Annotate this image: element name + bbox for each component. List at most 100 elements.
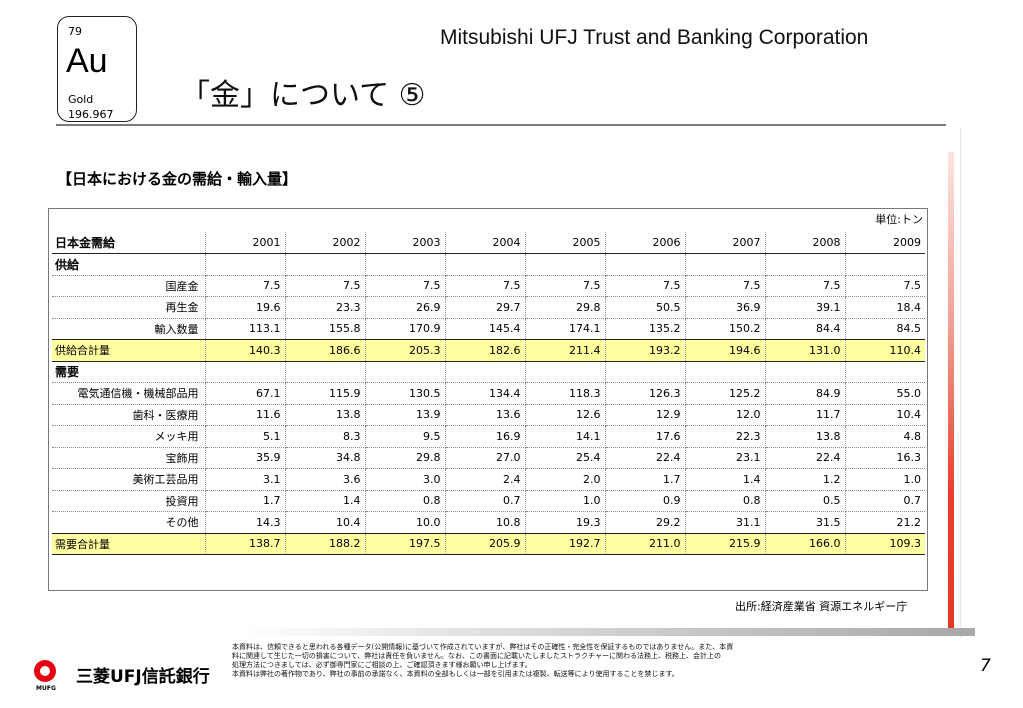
header-label: 日本金需給 (52, 232, 206, 254)
disclaimer-line: 本資料は弊社の著作物であり、弊社の事前の承諾なく、本資料の全部もしくは一部を引用… (232, 670, 679, 678)
value-cell: 7.5 (285, 275, 366, 297)
value-cell: 188.2 (285, 532, 366, 555)
value-cell: 1.0 (845, 468, 925, 491)
empty-cell (365, 361, 446, 383)
value-cell: 115.9 (285, 382, 366, 405)
bank-name: 三菱UFJ信託銀行 (76, 667, 210, 687)
value-cell: 215.9 (685, 532, 766, 555)
empty-cell (845, 253, 925, 276)
value-cell: 84.4 (765, 318, 846, 340)
value-cell: 131.0 (765, 339, 846, 362)
value-cell: 1.2 (765, 468, 846, 491)
row-label: 国産金 (52, 275, 206, 297)
value-cell: 31.5 (765, 511, 846, 534)
table-row: 投資用 1.7 1.4 0.8 0.7 1.0 0.9 0.8 0.5 0.7 (52, 490, 925, 512)
value-cell: 12.0 (685, 404, 766, 426)
value-cell: 3.6 (285, 468, 366, 491)
value-cell: 84.9 (765, 382, 846, 405)
value-cell: 155.8 (285, 318, 366, 340)
supply-total-row: 供給合計量 140.3 186.6 205.3 182.6 211.4 193.2 194.6… (52, 339, 925, 362)
value-cell: 3.1 (205, 468, 286, 491)
value-cell: 2.0 (525, 468, 606, 491)
table-row: 電気通信機・機械部品用 67.1 115.9 130.5 134.4 118.3 126.3… (52, 382, 925, 405)
value-cell: 0.9 (605, 490, 686, 512)
empty-cell (765, 361, 846, 383)
row-label: 歯科・医療用 (52, 404, 206, 426)
value-cell: 12.9 (605, 404, 686, 426)
table-row: 輸入数量 113.1 155.8 170.9 145.4 174.1 135.2 150.2 8… (52, 318, 925, 340)
empty-cell (285, 253, 366, 276)
year-header: 2005 (525, 232, 606, 254)
value-cell: 118.3 (525, 382, 606, 405)
value-cell: 145.4 (445, 318, 526, 340)
value-cell: 0.7 (445, 490, 526, 512)
empty-cell (365, 253, 446, 276)
value-cell: 205.9 (445, 532, 526, 555)
mufg-logo-icon (34, 660, 56, 682)
value-cell: 14.1 (525, 425, 606, 448)
empty-cell (525, 253, 606, 276)
value-cell: 4.8 (845, 425, 925, 448)
value-cell: 18.4 (845, 296, 925, 319)
year-header: 2009 (845, 232, 925, 254)
row-label: 供給合計量 (52, 339, 206, 362)
empty-cell (765, 253, 846, 276)
value-cell: 138.7 (205, 532, 286, 555)
value-cell: 22.4 (765, 447, 846, 469)
empty-cell (205, 361, 286, 383)
value-cell: 14.3 (205, 511, 286, 534)
right-divider (960, 128, 961, 638)
value-cell: 23.3 (285, 296, 366, 319)
value-cell: 34.8 (285, 447, 366, 469)
empty-cell (205, 253, 286, 276)
value-cell: 170.9 (365, 318, 446, 340)
title-divider (56, 124, 946, 126)
table-row: 歯科・医療用 11.6 13.8 13.9 13.6 12.6 12.9 12.0 11.7 10… (52, 404, 925, 426)
value-cell: 39.1 (765, 296, 846, 319)
bank-logo: MUFG 三菱UFJ信託銀行 (34, 660, 234, 700)
supply-heading: 供給 (52, 253, 206, 276)
year-header: 2004 (445, 232, 526, 254)
value-cell: 29.2 (605, 511, 686, 534)
row-label: 宝飾用 (52, 447, 206, 469)
value-cell: 7.5 (605, 275, 686, 297)
empty-cell (685, 253, 766, 276)
disclaimer-line: 料に関連して生じた一切の損害について、弊社は責任を負いません。なお、この書面に記… (232, 652, 721, 660)
year-header: 2008 (765, 232, 846, 254)
value-cell: 125.2 (685, 382, 766, 405)
value-cell: 12.6 (525, 404, 606, 426)
table-row: 国産金 7.5 7.5 7.5 7.5 7.5 7.5 7.5 7.5 7.5 (52, 275, 925, 297)
atomic-weight: 196.967 (68, 108, 114, 121)
value-cell: 7.5 (845, 275, 925, 297)
empty-cell (445, 253, 526, 276)
value-cell: 17.6 (605, 425, 686, 448)
empty-cell (605, 361, 686, 383)
disclaimer: 本資料は、信頼できると思われる各種データ(公開情報)に基づいて作成されていますが… (232, 643, 852, 679)
value-cell: 109.3 (845, 532, 925, 555)
value-cell: 8.3 (285, 425, 366, 448)
value-cell: 27.0 (445, 447, 526, 469)
value-cell: 21.2 (845, 511, 925, 534)
section-row-demand: 需要 (52, 361, 925, 383)
value-cell: 7.5 (765, 275, 846, 297)
value-cell: 11.7 (765, 404, 846, 426)
value-cell: 22.3 (685, 425, 766, 448)
value-cell: 0.5 (765, 490, 846, 512)
page-title: 「金」について ⑤ (180, 78, 426, 113)
table-row: 宝飾用 35.9 34.8 29.8 27.0 25.4 22.4 23.1 22.4 16.3 (52, 447, 925, 469)
supply-demand-table: 日本金需給 2001 2002 2003 2004 2005 2006 2007 2008 200… (52, 232, 925, 555)
value-cell: 110.4 (845, 339, 925, 362)
page-number: 7 (980, 656, 991, 676)
disclaimer-line: 本資料は、信頼できると思われる各種データ(公開情報)に基づいて作成されていますが… (232, 643, 734, 651)
value-cell: 1.7 (605, 468, 686, 491)
value-cell: 7.5 (205, 275, 286, 297)
value-cell: 0.8 (685, 490, 766, 512)
value-cell: 211.0 (605, 532, 686, 555)
value-cell: 1.4 (685, 468, 766, 491)
atomic-number: 79 (68, 25, 82, 38)
value-cell: 140.3 (205, 339, 286, 362)
table-row: 美術工芸品用 3.1 3.6 3.0 2.4 2.0 1.7 1.4 1.2 1.0 (52, 468, 925, 491)
value-cell: 2.4 (445, 468, 526, 491)
value-cell: 186.6 (285, 339, 366, 362)
value-cell: 126.3 (605, 382, 686, 405)
